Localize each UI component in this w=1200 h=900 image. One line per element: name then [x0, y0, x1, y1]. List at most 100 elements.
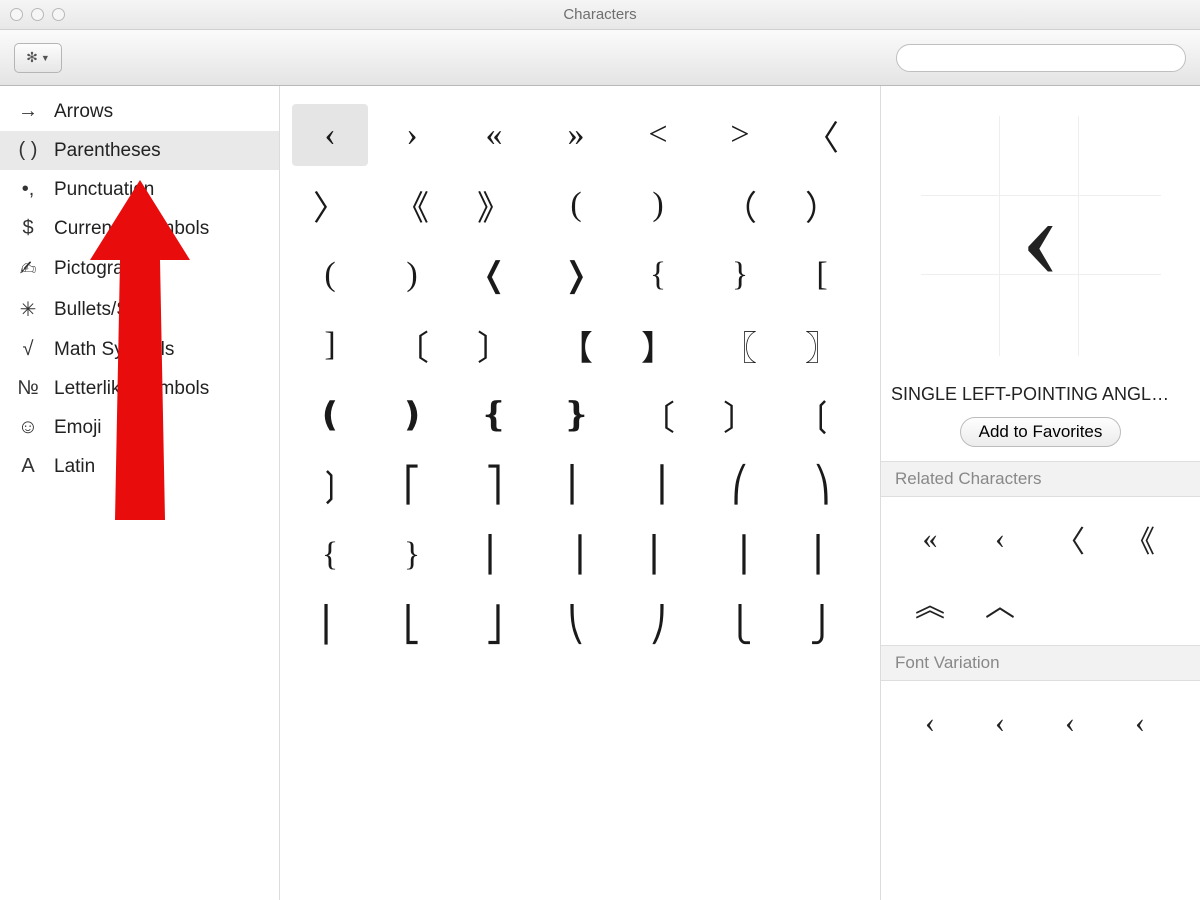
- character-cell[interactable]: <: [620, 104, 696, 166]
- character-cell[interactable]: }: [374, 524, 450, 586]
- character-name: SINGLE LEFT-POINTING ANGLE QUOTATION MAR…: [891, 384, 1178, 405]
- character-cell[interactable]: ❪: [292, 384, 368, 446]
- character-cell[interactable]: 〕: [702, 384, 778, 446]
- character-cell[interactable]: 〕: [456, 314, 532, 376]
- search-input[interactable]: [896, 44, 1186, 72]
- close-button[interactable]: [10, 8, 23, 21]
- character-cell[interactable]: ): [374, 244, 450, 306]
- character-cell[interactable]: 〔: [620, 384, 696, 446]
- character-cell[interactable]: }: [702, 244, 778, 306]
- character-cell[interactable]: ❭: [538, 244, 614, 306]
- preview-character: ‹: [921, 116, 1161, 356]
- settings-button[interactable]: ✻ ▼: [14, 43, 62, 73]
- character-cell[interactable]: 〈: [784, 104, 860, 166]
- character-cell[interactable]: ⎦: [456, 594, 532, 656]
- gear-icon: ✻: [26, 49, 38, 66]
- character-cell[interactable]: ❵: [538, 384, 614, 446]
- related-character-cell[interactable]: ︽: [899, 575, 961, 631]
- sidebar-item-icon: √: [14, 338, 42, 361]
- sidebar-item-punctuation[interactable]: •,Punctuation: [0, 170, 279, 209]
- related-character-cell[interactable]: ‹: [969, 695, 1031, 751]
- character-cell[interactable]: 〉: [292, 174, 368, 236]
- sidebar-item-currency-symbols[interactable]: $Currency Symbols: [0, 209, 279, 248]
- character-cell[interactable]: 〖: [702, 314, 778, 376]
- character-cell[interactable]: 》: [456, 174, 532, 236]
- sidebar-item-icon: ✳︎: [14, 297, 42, 322]
- sidebar-item-label: Punctuation: [54, 179, 154, 201]
- sidebar-item-letterlike-symbols[interactable]: №Letterlike Symbols: [0, 369, 279, 408]
- character-cell[interactable]: ⎠: [620, 594, 696, 656]
- zoom-button[interactable]: [52, 8, 65, 21]
- character-cell[interactable]: ⎞: [784, 454, 860, 516]
- character-cell[interactable]: ❬: [456, 244, 532, 306]
- sidebar-item-arrows[interactable]: →Arrows: [0, 92, 279, 131]
- character-cell[interactable]: ›: [374, 104, 450, 166]
- character-cell[interactable]: ❴: [456, 384, 532, 446]
- add-to-favorites-button[interactable]: Add to Favorites: [960, 417, 1122, 447]
- character-cell[interactable]: ⎡: [374, 454, 450, 516]
- sidebar-item-parentheses[interactable]: ( )Parentheses: [0, 131, 279, 170]
- related-character-cell[interactable]: ‹: [1109, 695, 1171, 751]
- related-character-cell[interactable]: 〈: [1039, 511, 1101, 567]
- sidebar-item-bullets-stars[interactable]: ✳︎Bullets/Stars: [0, 289, 279, 330]
- character-cell[interactable]: ⎭: [784, 594, 860, 656]
- character-cell[interactable]: ⎢: [620, 524, 696, 586]
- sidebar-item-pictographs[interactable]: ✍︎Pictographs: [0, 248, 279, 289]
- sidebar-item-latin[interactable]: A Latin: [0, 447, 279, 486]
- sidebar-item-icon: ✍︎: [14, 256, 42, 281]
- character-cell[interactable]: «: [456, 104, 532, 166]
- related-character-cell[interactable]: «: [899, 511, 961, 567]
- character-cell[interactable]: >: [702, 104, 778, 166]
- related-character-cell[interactable]: ︿: [969, 575, 1031, 631]
- related-character-cell[interactable]: ‹: [899, 695, 961, 751]
- character-cell[interactable]: 【: [538, 314, 614, 376]
- character-cell[interactable]: ⎢: [538, 454, 614, 516]
- character-cell[interactable]: {: [292, 524, 368, 586]
- character-cell[interactable]: ❫: [374, 384, 450, 446]
- related-character-cell[interactable]: ‹: [1039, 695, 1101, 751]
- character-cell[interactable]: 〗: [784, 314, 860, 376]
- sidebar-item-label: Currency Symbols: [54, 218, 209, 240]
- character-cell[interactable]: [: [784, 244, 860, 306]
- detail-panel: ‹ SINGLE LEFT-POINTING ANGLE QUOTATION M…: [880, 86, 1200, 900]
- related-character-cell[interactable]: 《: [1109, 511, 1171, 567]
- character-cell[interactable]: ]: [292, 314, 368, 376]
- sidebar-item-label: Parentheses: [54, 140, 161, 162]
- character-cell[interactable]: ⎩: [702, 594, 778, 656]
- sidebar-item-math-symbols[interactable]: √ Math Symbols: [0, 330, 279, 369]
- character-cell[interactable]: 〔: [374, 314, 450, 376]
- sidebar-item-label: Arrows: [54, 101, 113, 123]
- sidebar-item-label: Math Symbols: [54, 339, 174, 361]
- character-cell[interactable]: ⎢: [456, 524, 532, 586]
- character-cell[interactable]: {: [620, 244, 696, 306]
- character-cell[interactable]: （: [702, 174, 778, 236]
- character-cell[interactable]: ⎛: [702, 454, 778, 516]
- character-cell[interactable]: ⎥: [702, 524, 778, 586]
- character-cell[interactable]: ⎣: [374, 594, 450, 656]
- character-cell[interactable]: ⎝: [538, 594, 614, 656]
- character-cell[interactable]: (: [538, 174, 614, 236]
- sidebar-item-label: Latin: [54, 456, 95, 478]
- character-cell[interactable]: »: [538, 104, 614, 166]
- character-cell[interactable]: 《: [374, 174, 450, 236]
- traffic-lights: [10, 8, 65, 21]
- character-cell[interactable]: 】: [620, 314, 696, 376]
- section-grid: «‹〈《 ︽︿: [881, 497, 1200, 645]
- sidebar-item-icon: ☺: [14, 416, 42, 439]
- character-cell[interactable]: ⎤: [456, 454, 532, 516]
- character-cell[interactable]: ⎜: [784, 524, 860, 586]
- character-cell[interactable]: ⎢: [292, 594, 368, 656]
- character-cell[interactable]: ❲: [784, 384, 860, 446]
- character-cell[interactable]: ): [620, 174, 696, 236]
- character-cell[interactable]: ）: [784, 174, 860, 236]
- character-cell[interactable]: ⎥: [620, 454, 696, 516]
- character-cell[interactable]: ⎥: [538, 524, 614, 586]
- related-character-cell[interactable]: ‹: [969, 511, 1031, 567]
- sidebar-item-emoji[interactable]: ☺Emoji: [0, 408, 279, 447]
- character-cell[interactable]: ‹: [292, 104, 368, 166]
- minimize-button[interactable]: [31, 8, 44, 21]
- sidebar-item-icon: №: [14, 377, 42, 400]
- character-cell[interactable]: (: [292, 244, 368, 306]
- character-cell[interactable]: ❳: [292, 454, 368, 516]
- sidebar-item-icon: A: [14, 455, 42, 478]
